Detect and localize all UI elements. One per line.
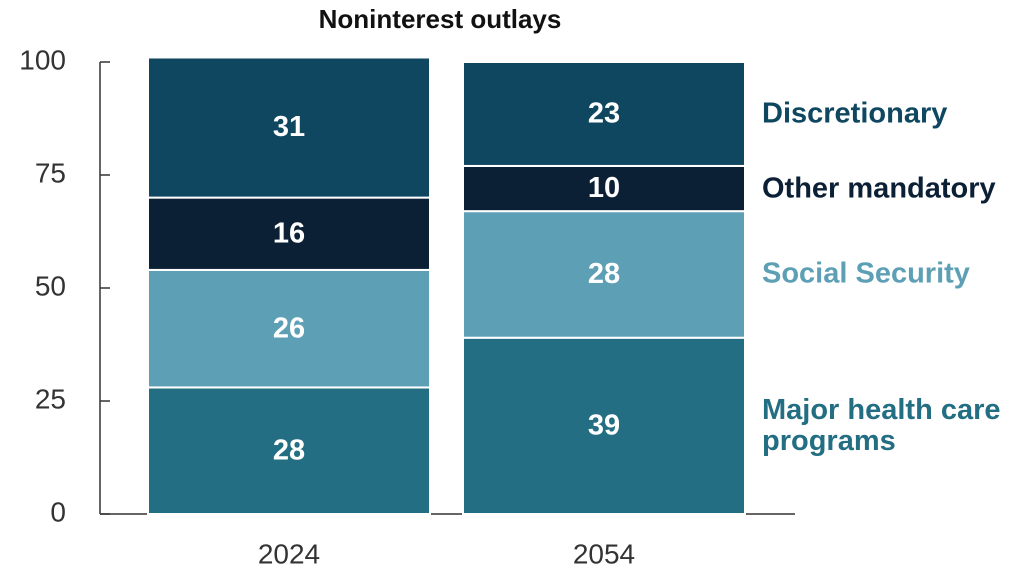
legend-label: Social Security: [762, 257, 970, 290]
bar-segment: [462, 336, 746, 515]
y-tick-label: 50: [35, 270, 66, 301]
bar-segment: [147, 56, 431, 199]
legend-label: Major health care programs: [762, 393, 1001, 457]
bar-segment: [462, 210, 746, 339]
y-tick-label: 75: [35, 157, 66, 188]
legend-label: Discretionary: [762, 97, 948, 130]
bar-segment: [462, 61, 746, 167]
data-label: 26: [273, 312, 305, 344]
data-label: 16: [273, 217, 305, 249]
y-tick-label: 25: [35, 383, 66, 414]
bar-segment: [147, 196, 431, 271]
data-label: 23: [588, 98, 620, 130]
legend-label: Other mandatory: [762, 172, 996, 205]
data-label: 28: [273, 434, 305, 466]
data-label: 10: [588, 172, 620, 204]
bar-segment: [462, 164, 746, 213]
data-label: 39: [588, 410, 620, 442]
data-label: 31: [273, 111, 305, 143]
y-tick-label: 0: [50, 496, 66, 527]
y-tick-label: 100: [19, 44, 66, 75]
data-label: 28: [588, 258, 620, 290]
chart-title: Noninterest outlays: [319, 4, 562, 34]
x-tick-label: 2054: [573, 538, 635, 569]
bar-segment: [147, 386, 431, 515]
bar-segment: [147, 268, 431, 389]
x-tick-label: 2024: [258, 538, 320, 569]
